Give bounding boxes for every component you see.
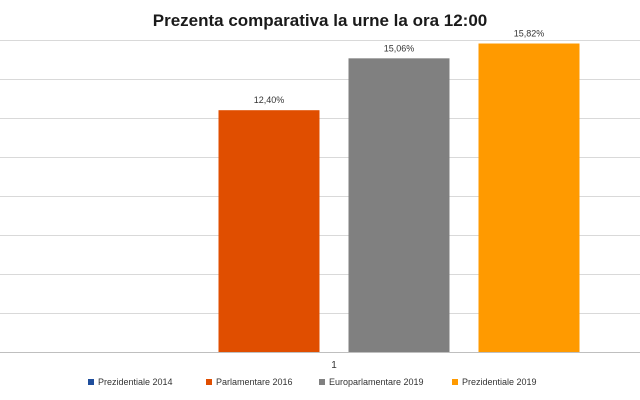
legend-swatch xyxy=(88,379,94,385)
legend-item: Europarlamentare 2019 xyxy=(319,377,424,387)
legend-label: Parlamentare 2016 xyxy=(216,377,293,387)
legend-label: Prezidentiale 2019 xyxy=(462,377,537,387)
data-label: 15,06% xyxy=(384,43,415,53)
legend-label: Prezidentiale 2014 xyxy=(98,377,173,387)
legend-item: Prezidentiale 2019 xyxy=(452,377,537,387)
legend-swatch xyxy=(319,379,325,385)
data-label: 12,40% xyxy=(254,95,285,105)
legend-swatch xyxy=(452,379,458,385)
bars xyxy=(218,43,580,353)
gridlines xyxy=(0,40,640,353)
value-labels: 12,40% 15,06% 15,82% xyxy=(254,29,545,106)
legend: Prezidentiale 2014 Parlamentare 2016 Europ… xyxy=(88,377,537,387)
bar-prezidentiale-2019 xyxy=(478,43,580,352)
legend-swatch xyxy=(206,379,212,385)
bar-parlamentare-2016 xyxy=(218,110,320,352)
bar-europarlamentare-2019 xyxy=(348,58,450,353)
legend-label: Europarlamentare 2019 xyxy=(329,377,424,387)
data-label: 15,82% xyxy=(514,29,545,39)
category-tick-label: 1 xyxy=(331,360,337,371)
legend-item: Prezidentiale 2014 xyxy=(88,377,173,387)
chart-title: Prezenta comparativa la urne la ora 12:0… xyxy=(153,11,488,30)
legend-item: Parlamentare 2016 xyxy=(206,377,293,387)
